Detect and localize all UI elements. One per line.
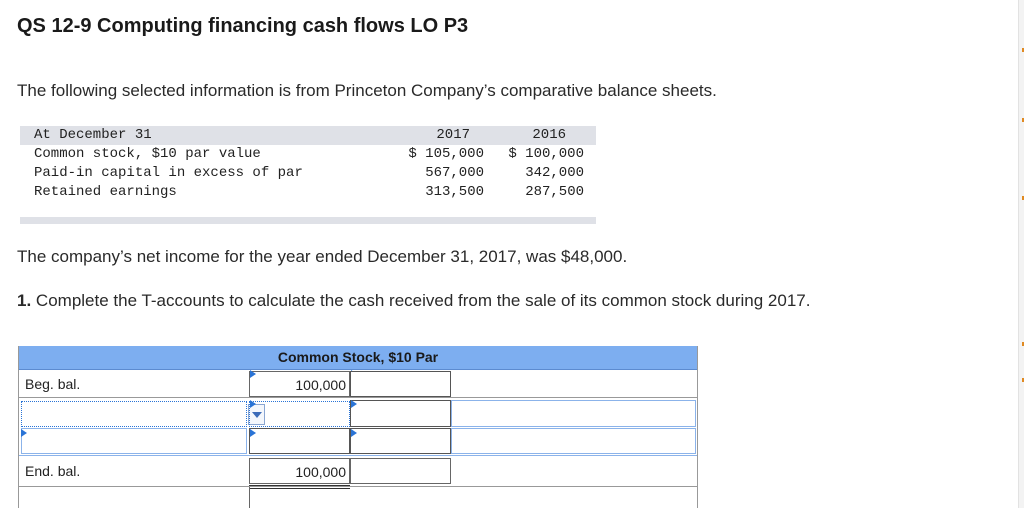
end-bal-value: 100,000 [295,464,346,480]
debit-account-select-1[interactable] [21,401,247,427]
table-row: Paid-in capital in excess of par 567,000… [20,164,596,183]
table-row: Common stock, $10 par value $ 105,000 $ … [20,145,596,164]
credit-amount-input-1[interactable] [350,371,451,397]
edge-mark [1022,118,1024,122]
table-row: Retained earnings 313,500 287,500 [20,183,596,202]
row-value-2016: 287,500 [525,184,584,200]
balance-sheet-header: At December 31 2017 2016 [20,126,596,145]
instruction-number: 1. [17,291,32,310]
double-underline [249,485,350,489]
row-divider [19,397,697,398]
entry-marker-icon [351,429,357,437]
edge-mark [1022,196,1024,200]
balance-sheet-table: At December 31 2017 2016 Common stock, $… [20,126,596,224]
header-year-2017: 2017 [436,127,470,143]
entry-marker-icon [250,400,256,408]
credit-amount-input-3[interactable] [350,428,451,454]
header-year-2016: 2016 [532,127,566,143]
debit-amount-input-2[interactable] [249,428,350,454]
row-label: Retained earnings [34,184,177,200]
row-value-2017: 313,500 [425,184,484,200]
question-title: QS 12-9 Computing financing cash flows L… [17,15,469,37]
end-bal-label: End. bal. [25,463,81,479]
beg-bal-label: Beg. bal. [25,376,81,392]
chevron-down-icon[interactable] [248,404,265,425]
edge-mark [1022,48,1024,52]
instruction-text: 1. Complete the T-accounts to calculate … [17,291,810,311]
credit-account-select-1[interactable] [451,400,696,427]
row-value-2016: 342,000 [525,165,584,181]
entry-marker-icon [250,429,256,437]
debit-account-select-2[interactable] [21,428,247,454]
beg-bal-amount: 100,000 [249,371,350,397]
column-divider [249,487,250,508]
entry-marker-icon [250,370,256,378]
row-divider [19,455,697,456]
credit-account-select-2[interactable] [451,428,696,454]
intro-text: The following selected information is fr… [17,81,717,100]
credit-amount-input-2[interactable] [350,400,451,427]
window-edge [1018,0,1024,508]
end-bal-amount: 100,000 [249,458,350,484]
row-value-2017: $ 105,000 [408,146,484,162]
entry-marker-icon [351,400,357,408]
t-account-header: Common Stock, $10 Par [19,346,697,370]
instruction-body: Complete the T-accounts to calculate the… [35,291,811,310]
edge-mark [1022,342,1024,346]
entry-marker-icon [21,429,27,437]
end-bal-credit [350,458,451,484]
row-value-2016: $ 100,000 [508,146,584,162]
edge-mark [1022,378,1024,382]
debit-amount-input-1[interactable] [249,401,350,427]
row-label: Paid-in capital in excess of par [34,165,303,181]
row-divider [19,486,697,487]
net-income-text: The company’s net income for the year en… [17,247,628,266]
t-account: Common Stock, $10 Par Beg. bal. 100,000 … [18,346,698,508]
header-label: At December 31 [34,127,152,143]
table-bottom-bar [20,217,596,224]
row-label: Common stock, $10 par value [34,146,261,162]
beg-bal-value: 100,000 [295,377,346,393]
row-value-2017: 567,000 [425,165,484,181]
t-account-title: Common Stock, $10 Par [277,349,439,365]
